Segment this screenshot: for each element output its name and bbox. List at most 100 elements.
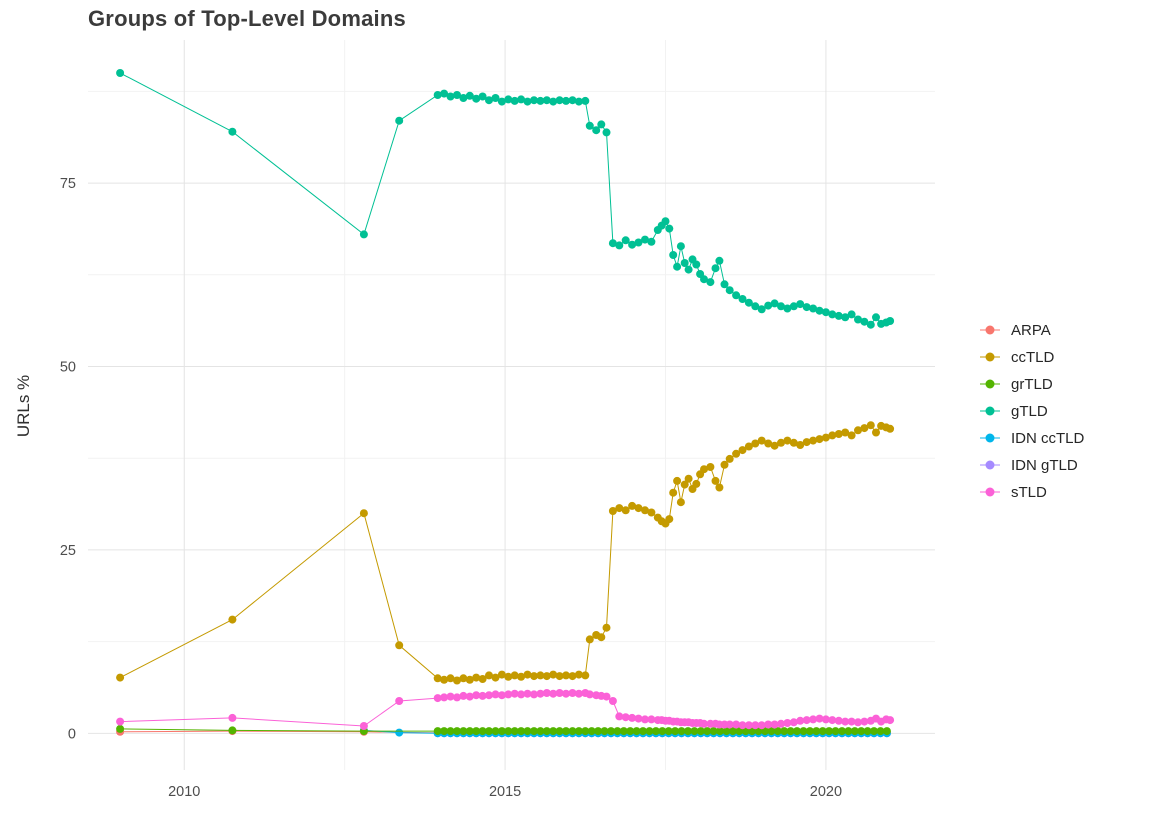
data-point xyxy=(821,308,830,317)
data-point xyxy=(485,727,493,736)
data-point xyxy=(665,224,674,233)
data-point xyxy=(783,436,792,445)
data-point xyxy=(116,69,125,77)
legend-label: gTLD xyxy=(1011,402,1048,420)
legend-marker-icon xyxy=(980,379,1000,389)
data-point xyxy=(860,317,869,326)
data-point xyxy=(446,92,455,101)
data-point xyxy=(440,693,449,702)
data-point xyxy=(789,302,798,311)
series-grtld xyxy=(116,724,891,736)
data-point xyxy=(680,259,689,267)
data-point xyxy=(647,508,656,517)
x-tick-label: 2020 xyxy=(810,784,842,800)
data-point xyxy=(815,435,824,444)
data-point xyxy=(568,672,577,681)
data-point xyxy=(536,689,545,698)
data-point xyxy=(517,727,526,736)
data-point xyxy=(602,623,611,632)
data-point xyxy=(732,291,741,300)
data-point xyxy=(677,727,686,736)
data-point xyxy=(602,692,611,701)
data-point xyxy=(838,727,846,736)
data-point xyxy=(497,727,506,736)
data-point xyxy=(634,238,643,247)
data-point xyxy=(536,671,545,680)
gridlines xyxy=(88,40,935,770)
legend: ARPA ccTLD grTLD gTLD IDN ccTLD IDN gTLD sTLD xyxy=(978,320,1084,502)
data-point xyxy=(706,278,715,287)
data-point xyxy=(581,727,590,736)
data-point xyxy=(530,727,538,736)
data-point xyxy=(645,727,654,736)
data-point xyxy=(720,460,729,469)
data-point xyxy=(459,727,468,736)
legend-key-dot xyxy=(985,487,995,497)
data-point xyxy=(581,96,590,105)
data-point xyxy=(751,439,760,448)
data-point xyxy=(815,306,824,315)
data-point xyxy=(809,304,818,313)
data-point xyxy=(587,727,596,736)
legend-item-idn-gtld: IDN gTLD xyxy=(978,455,1084,475)
y-tick-label: 50 xyxy=(60,359,76,375)
data-point xyxy=(732,720,741,729)
data-point xyxy=(228,726,237,735)
data-point xyxy=(621,713,630,722)
data-point xyxy=(497,670,506,679)
legend-item-stld: sTLD xyxy=(978,482,1084,502)
data-point xyxy=(472,691,481,700)
data-point xyxy=(517,690,526,699)
data-point xyxy=(738,295,747,303)
x-tick-label: 2015 xyxy=(489,784,521,800)
data-point xyxy=(834,716,843,725)
data-point xyxy=(581,671,590,680)
data-point xyxy=(530,672,538,681)
data-point xyxy=(673,476,682,485)
data-point xyxy=(844,727,853,736)
data-point xyxy=(860,424,869,433)
data-point xyxy=(676,242,685,251)
data-point xyxy=(802,303,811,312)
data-point xyxy=(453,727,461,736)
data-point xyxy=(453,91,461,99)
data-point xyxy=(757,305,766,314)
data-point xyxy=(472,94,481,103)
data-point xyxy=(812,727,821,736)
data-point xyxy=(440,675,449,684)
data-point xyxy=(703,727,712,736)
data-point xyxy=(574,689,583,698)
data-point xyxy=(459,674,468,683)
data-point xyxy=(690,727,699,736)
data-point xyxy=(433,727,442,736)
series-cctld xyxy=(116,421,895,685)
legend-marker-icon xyxy=(980,325,1000,335)
data-point xyxy=(680,480,689,489)
data-point xyxy=(562,689,570,698)
data-point xyxy=(491,94,500,102)
data-point xyxy=(748,727,757,736)
data-point xyxy=(684,727,692,736)
data-point xyxy=(664,727,673,736)
data-point xyxy=(626,727,635,736)
data-point xyxy=(555,689,564,697)
data-point xyxy=(651,727,660,736)
data-point xyxy=(574,97,583,106)
data-point xyxy=(536,96,545,105)
data-point xyxy=(828,716,837,725)
data-point xyxy=(116,717,125,726)
data-point xyxy=(549,97,558,106)
data-point xyxy=(433,91,442,99)
data-point xyxy=(796,441,805,449)
data-point xyxy=(446,727,455,736)
data-point xyxy=(831,727,840,736)
data-point xyxy=(628,240,637,249)
data-point xyxy=(542,96,551,105)
data-point xyxy=(615,241,624,250)
data-point xyxy=(735,727,744,736)
data-point xyxy=(669,251,678,259)
data-point xyxy=(602,128,611,137)
data-point xyxy=(854,718,862,727)
data-point xyxy=(446,692,455,701)
